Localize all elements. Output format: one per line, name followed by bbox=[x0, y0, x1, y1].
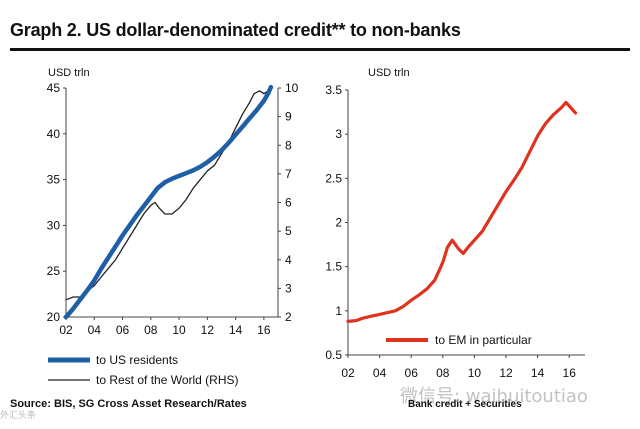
right-chart-x-tick-label: 08 bbox=[436, 366, 450, 380]
right-chart-footnote: Bank credit + Securities bbox=[408, 399, 522, 410]
right-y-tick-label: 6 bbox=[285, 196, 292, 210]
left-y-tick-label: 40 bbox=[47, 127, 61, 141]
page-title: Graph 2. US dollar-denominated credit** … bbox=[10, 20, 461, 40]
left-x-tick-label: 04 bbox=[88, 323, 102, 337]
right-chart: USD trln 0.5 1 1.5 2 2.5 3 3.5 02 04 06 08 10 12 14 16 t… bbox=[325, 67, 585, 380]
left-y-tick-label: 25 bbox=[47, 264, 61, 278]
right-y-tick-label: 4 bbox=[285, 253, 292, 267]
right-y-tick-label: 5 bbox=[285, 224, 292, 238]
right-chart-y-tick-label: 0.5 bbox=[325, 348, 342, 362]
right-chart-y-tick-label: 2.5 bbox=[325, 171, 342, 185]
right-chart-x-tick-label: 16 bbox=[563, 366, 577, 380]
right-chart-x-tick-label: 02 bbox=[341, 366, 355, 380]
left-x-tick-label: 16 bbox=[257, 323, 271, 337]
series-line-rest-of-world bbox=[65, 90, 269, 301]
right-y-tick-label: 7 bbox=[285, 167, 292, 181]
right-chart-y-tick-label: 1.5 bbox=[325, 260, 342, 274]
legend-label-rest-of-world: to Rest of the World (RHS) bbox=[96, 373, 239, 387]
left-y-axis-label: USD trln bbox=[48, 67, 90, 79]
source-note: Source: BIS, SG Cross Asset Research/Rat… bbox=[10, 398, 247, 410]
legend-label-em: to EM in particular bbox=[435, 333, 532, 347]
title-rule bbox=[10, 48, 630, 51]
right-y-tick-label: 10 bbox=[285, 81, 299, 95]
left-x-tick-label: 02 bbox=[59, 323, 73, 337]
right-chart-x-tick-label: 14 bbox=[531, 366, 545, 380]
legend-label-us-residents: to US residents bbox=[96, 353, 178, 367]
right-chart-x-tick-label: 10 bbox=[468, 366, 482, 380]
series-line-us-residents bbox=[63, 84, 274, 320]
right-y-tick-label: 3 bbox=[285, 281, 292, 295]
watermark-tag: 外汇头条 bbox=[0, 410, 37, 420]
right-y-axis-label: USD trln bbox=[368, 67, 410, 79]
left-x-tick-label: 14 bbox=[229, 323, 243, 337]
right-chart-y-tick-label: 3 bbox=[335, 127, 342, 141]
right-y-tick-label: 2 bbox=[285, 310, 292, 324]
right-chart-x-tick-label: 06 bbox=[405, 366, 419, 380]
right-y-tick-label: 9 bbox=[285, 110, 292, 124]
left-y-tick-label: 20 bbox=[47, 310, 61, 324]
left-x-tick-label: 08 bbox=[144, 323, 158, 337]
left-x-tick-label: 06 bbox=[116, 323, 130, 337]
left-y-tick-label: 35 bbox=[47, 173, 61, 187]
right-y-tick-label: 8 bbox=[285, 138, 292, 152]
series-line-em bbox=[346, 100, 578, 323]
left-x-tick-label: 12 bbox=[201, 323, 215, 337]
right-chart-y-tick-label: 2 bbox=[335, 216, 342, 230]
right-chart-x-tick-label: 04 bbox=[373, 366, 387, 380]
right-chart-y-tick-label: 3.5 bbox=[325, 83, 342, 97]
left-x-tick-label: 10 bbox=[172, 323, 186, 337]
right-chart-y-tick-label: 1 bbox=[335, 304, 342, 318]
left-y-tick-label: 45 bbox=[47, 81, 61, 95]
right-chart-x-tick-label: 12 bbox=[499, 366, 513, 380]
watermark: 微信号: waihuitoutiao bbox=[400, 386, 588, 407]
left-y-tick-label: 30 bbox=[47, 218, 61, 232]
